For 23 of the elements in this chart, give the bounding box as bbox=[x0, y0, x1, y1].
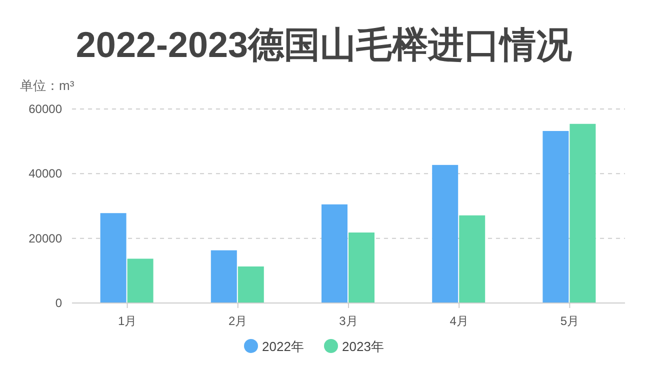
legend-label: 2022年 bbox=[262, 339, 304, 354]
bar bbox=[238, 266, 264, 303]
legend-label: 2023年 bbox=[342, 339, 384, 354]
chart-subtitle: 单位：m³ bbox=[20, 78, 75, 93]
bar bbox=[322, 204, 348, 303]
x-tick-label: 4月 bbox=[450, 314, 468, 328]
x-tick-label: 3月 bbox=[339, 314, 358, 328]
bar bbox=[348, 232, 374, 303]
bar bbox=[459, 215, 486, 303]
bar bbox=[100, 213, 126, 303]
y-tick-label: 60000 bbox=[28, 102, 62, 116]
bar bbox=[210, 250, 237, 303]
y-tick-label: 0 bbox=[55, 296, 62, 310]
chart-title: 2022-2023德国山毛榉进口情况 bbox=[76, 24, 572, 65]
bar bbox=[542, 130, 569, 303]
x-tick-label: 2月 bbox=[228, 314, 248, 328]
y-tick-label: 20000 bbox=[28, 231, 62, 246]
bar bbox=[432, 164, 458, 303]
x-tick-label: 5月 bbox=[560, 314, 580, 328]
bar bbox=[570, 124, 596, 303]
bar bbox=[127, 258, 154, 303]
y-tick-label: 40000 bbox=[28, 166, 62, 181]
x-tick-label: 1月 bbox=[118, 314, 137, 328]
